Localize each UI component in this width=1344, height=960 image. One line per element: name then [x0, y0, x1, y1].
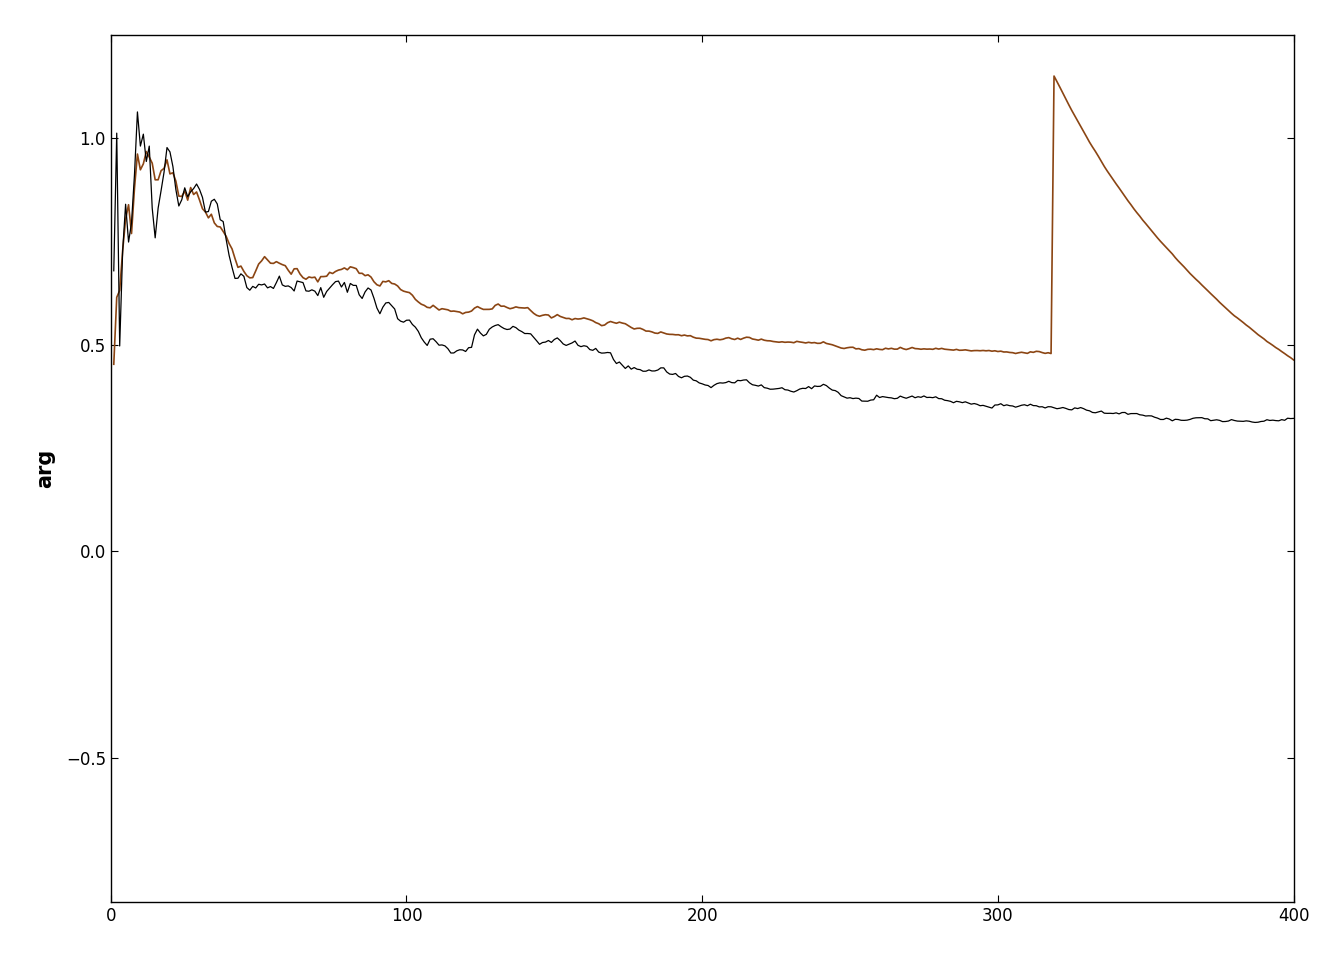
Y-axis label: arg: arg	[35, 449, 55, 489]
